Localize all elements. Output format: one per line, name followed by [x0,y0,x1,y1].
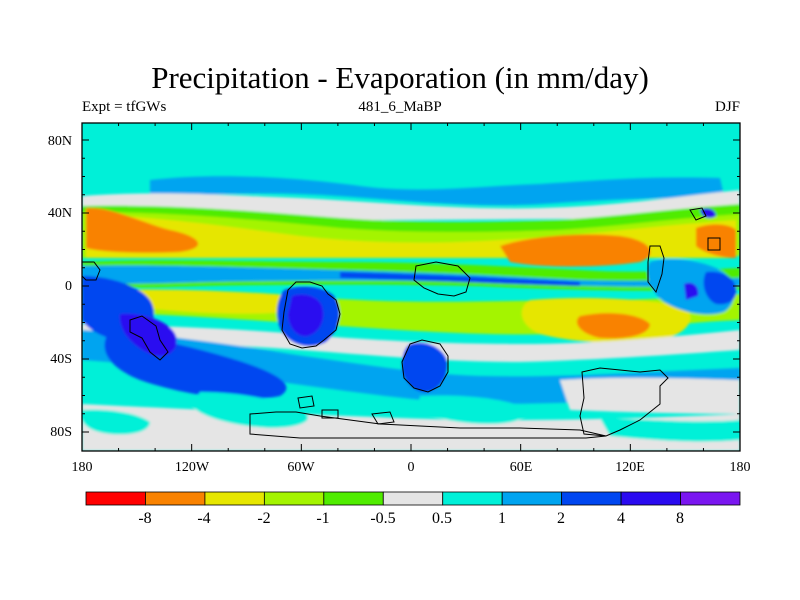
lon-tick-60e: 60E [509,460,533,475]
map-title: Precipitation - Evaporation (in mm/day) [151,60,649,95]
lat-tick-80s: 80S [50,425,72,440]
australia-outline [579,367,669,437]
lon-tick-180w: 180 [71,460,93,475]
colorbar-label-8: 2 [557,510,565,527]
small-island-outline-1 [297,395,315,409]
south-america-outline [281,281,341,349]
period-label: 481_6_MaBP [358,99,442,115]
colorbar-box-11 [680,491,741,506]
lon-tick-120e: 120E [615,460,645,475]
lon-tick-120w: 120W [174,460,210,475]
small-island-outline-3 [371,411,395,425]
southwest-island-outline [129,315,169,361]
colorbar-box-7 [442,491,503,506]
colorbar-box-1 [85,491,146,506]
colorbar-label-3: -2 [257,510,271,527]
small-island-outline-5 [707,237,721,251]
north-africa-outline [413,261,471,297]
colorbar-label-7: 1 [498,510,506,527]
colorbar-label-10: 8 [676,510,684,527]
colorbar-label-6: 0.5 [432,510,452,527]
axis-ticks [81,123,741,451]
colorbar-label-9: 4 [617,510,625,527]
lat-tick-40n: 40N [47,206,72,221]
antarctica-outline [249,411,607,439]
colorbar-label-2: -4 [197,510,211,527]
lon-tick-0: 0 [407,460,415,475]
colorbar-box-9 [561,491,622,506]
colorbar-box-2 [145,491,206,506]
colorbar-label-4: -1 [316,510,330,527]
small-island-outline-4 [689,207,707,221]
colorbar-box-5 [323,491,384,506]
colorbar-label-5: -0.5 [370,510,396,527]
colorbar-box-6 [382,491,444,506]
colorbar-label-1: -8 [138,510,152,527]
lon-tick-60w: 60W [287,460,315,475]
coastlines [81,207,721,439]
experiment-label: Expt = tfGWs [82,99,167,115]
small-island-outline-2 [321,409,339,419]
colorbar-box-3 [204,491,265,506]
southern-africa-outline [401,339,449,393]
colorbar-box-4 [263,491,325,506]
lat-tick-40s: 40S [50,352,72,367]
lat-tick-80n: 80N [47,134,72,149]
lat-tick-0: 0 [65,279,72,294]
colorbar-box-8 [501,491,563,506]
east-landmass-outline [647,245,665,294]
season-label: DJF [714,99,740,115]
lon-tick-180e: 180 [729,460,751,475]
precip-evap-field [82,123,740,451]
colorbar [85,491,741,506]
colorbar-box-10 [620,491,681,506]
